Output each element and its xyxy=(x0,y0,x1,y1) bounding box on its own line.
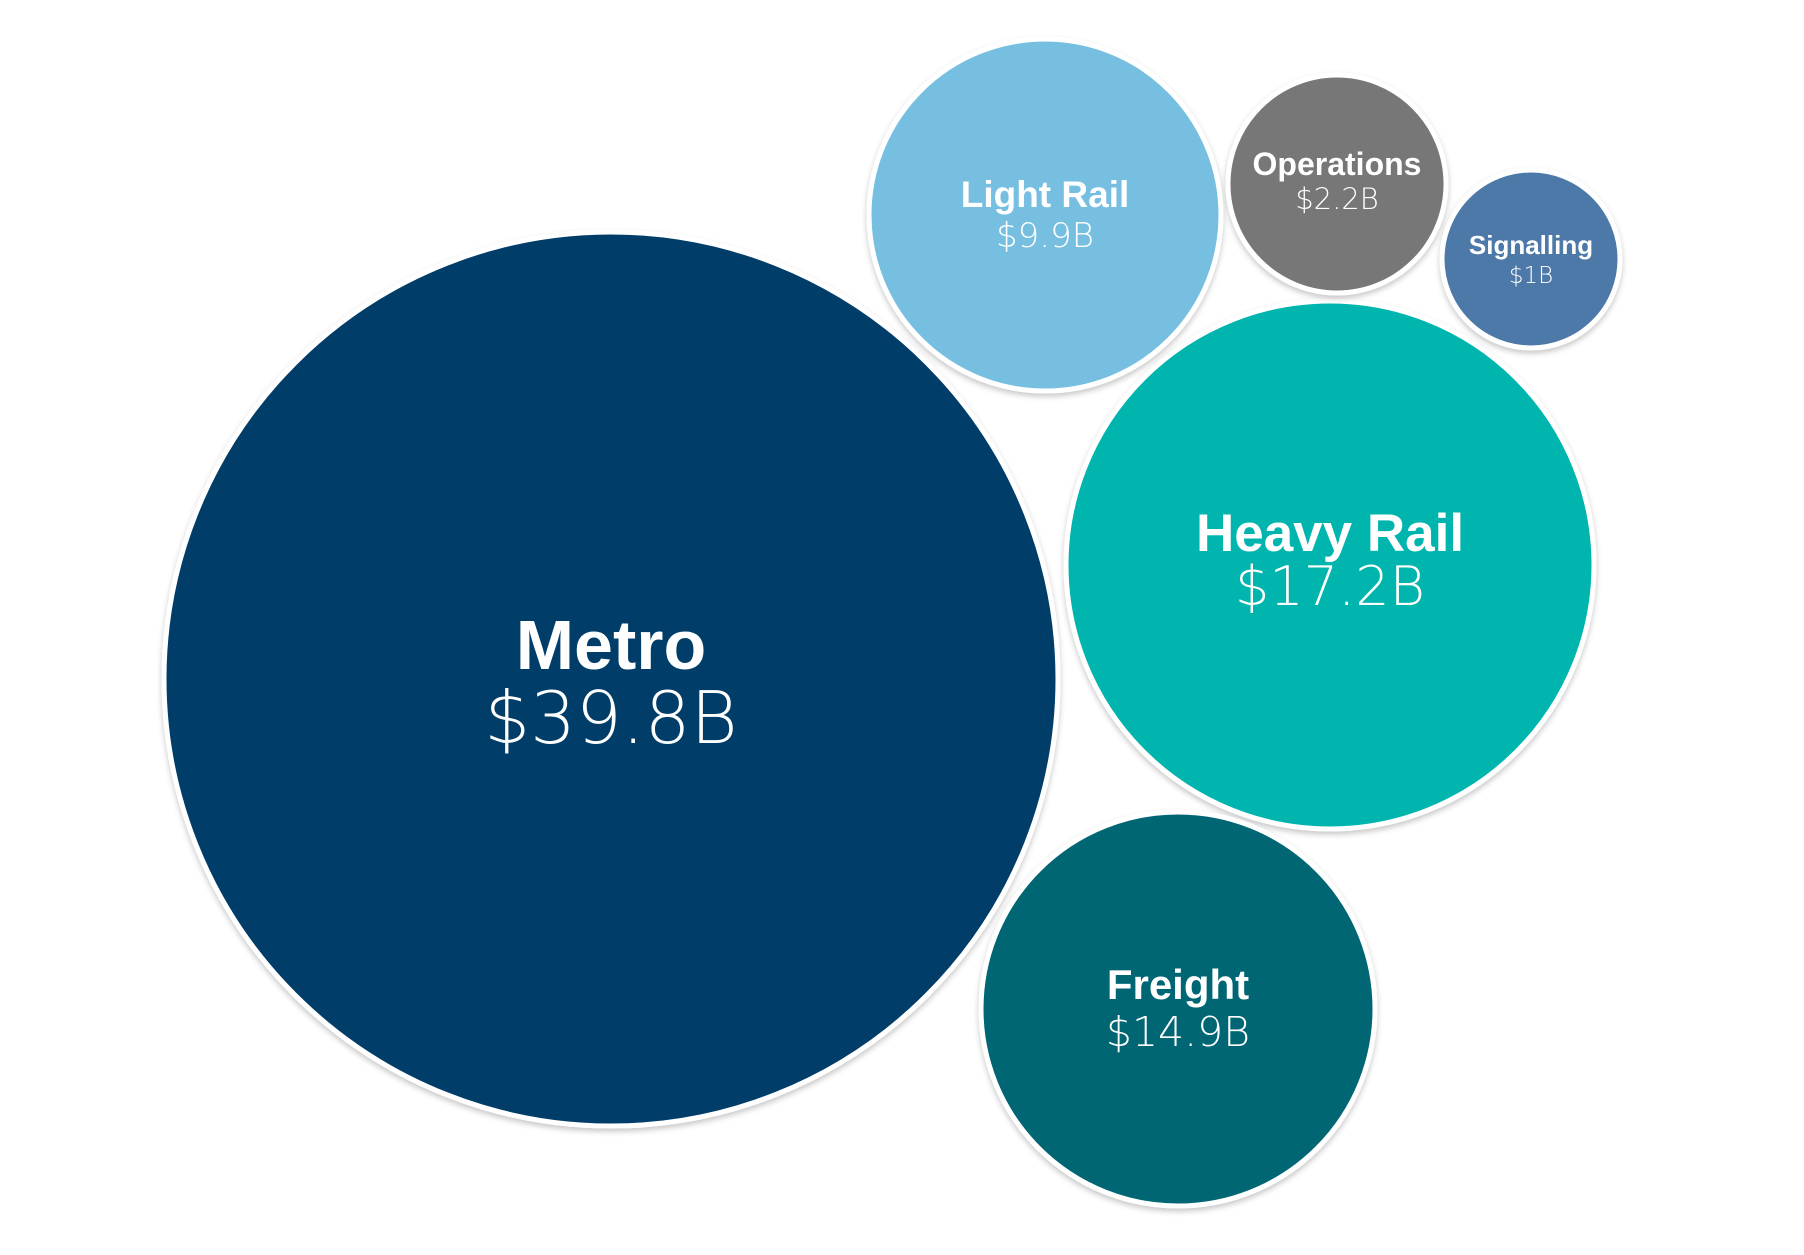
bubble-circle-operations xyxy=(1225,72,1449,296)
bubble-value-light-rail: $9.9B xyxy=(996,216,1094,256)
bubble-label-heavy-rail: Heavy Rail xyxy=(1196,504,1464,563)
bubble-value-freight: $14.9B xyxy=(1106,1008,1250,1056)
bubble-circle-signalling xyxy=(1439,167,1623,351)
bubble-light-rail: Light Rail$9.9B xyxy=(866,36,1224,394)
bubble-circle-light-rail xyxy=(866,36,1224,394)
bubble-label-operations: Operations xyxy=(1253,146,1422,182)
bubble-label-metro: Metro xyxy=(516,606,707,684)
bubble-value-heavy-rail: $17.2B xyxy=(1235,555,1425,618)
bubble-circle-freight xyxy=(978,809,1378,1209)
bubble-label-freight: Freight xyxy=(1107,961,1249,1008)
bubble-label-signalling: Signalling xyxy=(1469,230,1593,260)
bubble-operations: Operations$2.2B xyxy=(1225,72,1449,296)
bubble-circle-metro xyxy=(161,229,1061,1129)
bubble-freight: Freight$14.9B xyxy=(978,809,1378,1209)
bubble-signalling: Signalling $1B xyxy=(1439,167,1623,351)
bubble-value-signalling: $1B xyxy=(1509,263,1553,289)
bubble-value-operations: $2.2B xyxy=(1295,182,1379,216)
bubble-metro: Metro$39.8B xyxy=(161,229,1061,1129)
bubble-heavy-rail: Heavy Rail$17.2B xyxy=(1063,298,1597,832)
bubble-circle-heavy-rail xyxy=(1063,298,1597,832)
bubble-value-metro: $39.8B xyxy=(484,676,737,760)
bubble-label-light-rail: Light Rail xyxy=(961,174,1130,215)
